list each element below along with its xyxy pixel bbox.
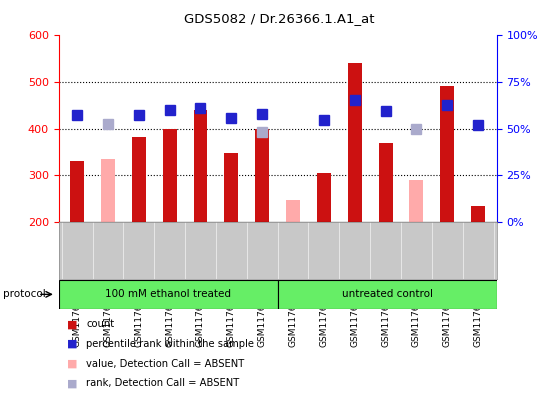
Bar <box>471 206 485 222</box>
Bar <box>59 280 277 309</box>
Text: protocol: protocol <box>3 289 46 299</box>
Bar <box>379 143 392 222</box>
Text: ■: ■ <box>67 319 78 329</box>
Bar <box>348 63 362 222</box>
Bar <box>163 129 176 222</box>
Bar <box>410 180 424 222</box>
Text: ■: ■ <box>67 358 78 369</box>
Bar <box>70 162 84 222</box>
Text: 100 mM ethanol treated: 100 mM ethanol treated <box>105 289 231 299</box>
Text: count: count <box>86 319 114 329</box>
Bar <box>277 280 497 309</box>
Bar <box>101 159 115 222</box>
Text: untreated control: untreated control <box>341 289 432 299</box>
Text: ■: ■ <box>67 378 78 388</box>
Bar <box>194 110 208 222</box>
Bar <box>132 137 146 222</box>
Bar <box>317 173 331 222</box>
Text: value, Detection Call = ABSENT: value, Detection Call = ABSENT <box>86 358 245 369</box>
Bar <box>286 200 300 222</box>
Text: rank, Detection Call = ABSENT: rank, Detection Call = ABSENT <box>86 378 240 388</box>
Bar <box>255 129 269 222</box>
Text: GDS5082 / Dr.26366.1.A1_at: GDS5082 / Dr.26366.1.A1_at <box>184 12 374 25</box>
Bar <box>440 86 454 222</box>
Text: percentile rank within the sample: percentile rank within the sample <box>86 339 254 349</box>
Bar <box>224 153 238 222</box>
Text: ■: ■ <box>67 339 78 349</box>
